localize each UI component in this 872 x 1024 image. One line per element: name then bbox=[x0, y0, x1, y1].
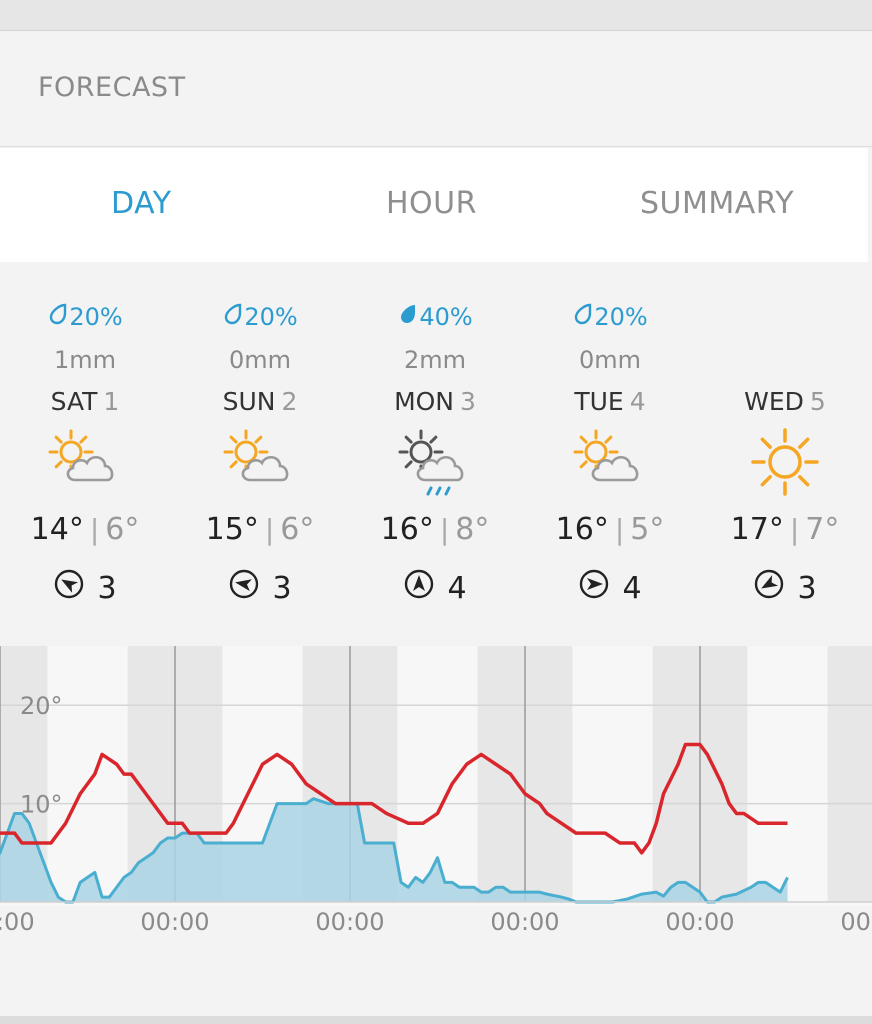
wind-speed: 4 bbox=[622, 570, 642, 606]
x-tick-label: 00:00 bbox=[490, 908, 559, 936]
day-label: TUE 4 bbox=[525, 386, 695, 418]
day-name: MON bbox=[394, 387, 455, 416]
temperatures: 17° | 7° bbox=[700, 510, 870, 550]
wind-direction-icon bbox=[53, 568, 97, 608]
temp-separator: | bbox=[264, 513, 275, 546]
section-title: FORECAST bbox=[38, 72, 186, 103]
x-tick-label: 00:00 bbox=[140, 908, 209, 936]
tab-bar: DAY HOUR SUMMARY bbox=[0, 148, 868, 262]
day-name: TUE bbox=[574, 387, 624, 416]
x-tick-label: 00:00 bbox=[840, 908, 872, 936]
tab-summary[interactable]: SUMMARY bbox=[640, 186, 795, 221]
precip-amount: 0mm bbox=[578, 346, 642, 374]
low-temp: 6° bbox=[280, 512, 315, 547]
day-date: 3 bbox=[460, 387, 476, 416]
high-temp: 16° bbox=[555, 512, 609, 547]
tab-hour[interactable]: HOUR bbox=[386, 186, 477, 221]
drop-filled-icon bbox=[397, 301, 419, 335]
drop-outline-icon bbox=[47, 301, 69, 335]
day-column-mon[interactable]: 40% 2mm MON 3 16° | 8° 4 bbox=[350, 300, 520, 608]
temperatures: 16° | 8° bbox=[350, 510, 520, 550]
wind-direction-icon bbox=[403, 568, 447, 608]
temperatures: 15° | 6° bbox=[175, 510, 345, 550]
bottom-bar bbox=[0, 1016, 872, 1024]
wind: 4 bbox=[350, 568, 520, 608]
wind-direction-icon bbox=[228, 568, 272, 608]
temp-separator: | bbox=[614, 513, 625, 546]
precip-amount bbox=[700, 344, 870, 376]
sun-icon bbox=[700, 422, 870, 502]
precip-chance: 40% bbox=[350, 300, 520, 334]
temp-separator: | bbox=[89, 513, 100, 546]
top-bar bbox=[0, 0, 872, 31]
low-temp: 7° bbox=[805, 512, 840, 547]
wind-speed: 4 bbox=[447, 570, 467, 606]
x-tick-label: 00:00 bbox=[315, 908, 384, 936]
sun-cloud-icon bbox=[175, 422, 345, 502]
precip-value: 20% bbox=[69, 303, 123, 331]
divider bbox=[0, 146, 872, 147]
high-temp: 17° bbox=[730, 512, 784, 547]
wind: 3 bbox=[0, 568, 170, 608]
drop-outline-icon bbox=[222, 301, 244, 335]
day-column-sat[interactable]: 20% 1mm SAT 1 14° | 6° 3 bbox=[0, 300, 170, 608]
precip-value: 40% bbox=[419, 303, 473, 331]
precip-chance: 20% bbox=[175, 300, 345, 334]
wind-speed: 3 bbox=[272, 570, 292, 606]
night-band bbox=[827, 646, 872, 902]
high-temp: 14° bbox=[30, 512, 84, 547]
y-tick-label: 20° bbox=[20, 692, 63, 720]
wind: 3 bbox=[700, 568, 870, 608]
precip-value: 20% bbox=[244, 303, 298, 331]
day-column-tue[interactable]: 20% 0mm TUE 4 16° | 5° 4 bbox=[525, 300, 695, 608]
day-label: SUN 2 bbox=[175, 386, 345, 418]
day-name: SUN bbox=[222, 387, 276, 416]
low-temp: 5° bbox=[630, 512, 665, 547]
high-temp: 15° bbox=[205, 512, 259, 547]
precip-chance: 20% bbox=[525, 300, 695, 334]
day-date: 1 bbox=[103, 387, 120, 416]
day-date: 5 bbox=[809, 387, 826, 416]
wind-direction-icon bbox=[753, 568, 797, 608]
temp-separator: | bbox=[789, 513, 800, 546]
day-label: WED 5 bbox=[700, 386, 870, 418]
precip-chance bbox=[700, 300, 870, 334]
wind: 3 bbox=[175, 568, 345, 608]
precip-value: 20% bbox=[594, 303, 648, 331]
day-name: SAT bbox=[50, 387, 98, 416]
wind-speed: 3 bbox=[797, 570, 817, 606]
precip-amount: 2mm bbox=[403, 346, 467, 374]
precip-amount: 0mm bbox=[228, 346, 292, 374]
temperatures: 14° | 6° bbox=[0, 510, 170, 550]
precip-amount: 1mm bbox=[53, 346, 117, 374]
x-tick-label: 00:00 bbox=[0, 908, 35, 936]
x-tick-label: 00:00 bbox=[665, 908, 734, 936]
day-column-sun[interactable]: 20% 0mm SUN 2 15° | 6° 3 bbox=[175, 300, 345, 608]
low-temp: 6° bbox=[105, 512, 140, 547]
sun-cloud-icon bbox=[0, 422, 170, 502]
day-label: SAT 1 bbox=[0, 386, 170, 418]
day-date: 2 bbox=[281, 387, 298, 416]
precip-chance: 20% bbox=[0, 300, 170, 334]
temperature-line bbox=[0, 742, 788, 855]
temperatures: 16° | 5° bbox=[525, 510, 695, 550]
temp-separator: | bbox=[439, 513, 450, 546]
wind-speed: 3 bbox=[97, 570, 117, 606]
drop-outline-icon bbox=[572, 301, 594, 335]
wind: 4 bbox=[525, 568, 695, 608]
forecast-chart: 10° 20° 00:00 00:00 00:00 00:00 00:00 00:00 bbox=[0, 646, 872, 936]
low-temp: 8° bbox=[455, 512, 490, 547]
y-tick-label: 10° bbox=[20, 791, 63, 819]
precipitation-line bbox=[0, 797, 789, 904]
wind-direction-icon bbox=[578, 568, 622, 608]
tab-day[interactable]: DAY bbox=[111, 186, 172, 221]
day-label: MON 3 bbox=[350, 386, 520, 418]
high-temp: 16° bbox=[380, 512, 434, 547]
day-column-wed[interactable]: WED 5 17° | 7° 3 bbox=[700, 300, 870, 608]
sun-cloud-icon bbox=[525, 422, 695, 502]
sun-cloud-rain-icon bbox=[350, 422, 520, 502]
day-date: 4 bbox=[629, 387, 646, 416]
day-name: WED bbox=[744, 387, 804, 416]
